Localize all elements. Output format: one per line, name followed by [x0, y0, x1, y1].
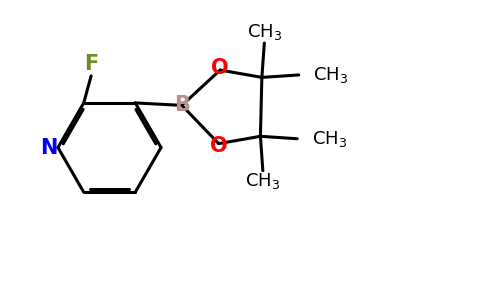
Text: CH$_3$: CH$_3$	[245, 171, 280, 191]
Text: CH$_3$: CH$_3$	[314, 65, 348, 85]
Text: O: O	[212, 58, 229, 78]
Text: CH$_3$: CH$_3$	[247, 22, 282, 42]
Text: B: B	[174, 95, 190, 116]
Text: CH$_3$: CH$_3$	[312, 129, 347, 149]
Text: F: F	[84, 54, 98, 74]
Text: N: N	[41, 137, 58, 158]
Text: O: O	[210, 136, 227, 156]
